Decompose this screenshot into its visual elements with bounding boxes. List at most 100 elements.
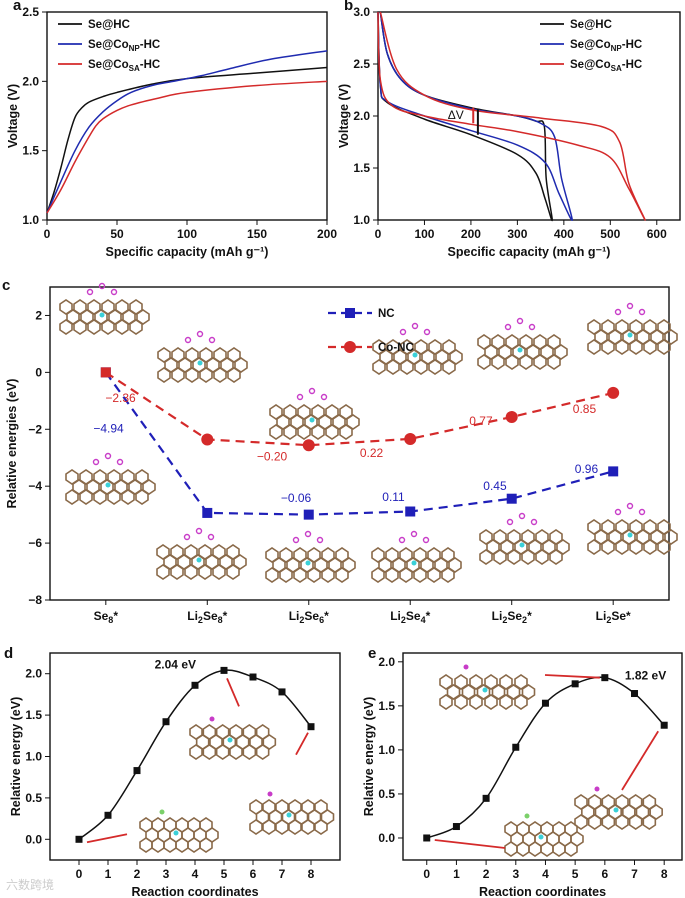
label-text: Se [94, 609, 109, 623]
carbon-ring [516, 841, 530, 857]
selenium-atom [267, 791, 273, 797]
carbon-ring [385, 567, 399, 583]
carbon-ring [283, 424, 297, 440]
carbon-ring [549, 549, 563, 565]
y-tick-label: −6 [28, 536, 42, 550]
data-marker [201, 433, 214, 446]
selenium-atom [159, 809, 165, 815]
carbon-ring [535, 549, 549, 565]
molecule-structure-image [59, 282, 150, 335]
carbon-ring [101, 319, 115, 335]
molecule-structure-image [574, 786, 663, 830]
data-marker [202, 507, 213, 518]
step-energy-label: 0.11 [382, 490, 405, 504]
carbon-ring [265, 567, 279, 583]
selenium-atom [528, 323, 536, 331]
subscript: 2 [522, 615, 527, 625]
carbon-ring [505, 354, 519, 370]
carbon-ring [642, 814, 657, 830]
carbon-ring [657, 539, 671, 555]
carbon-ring [121, 489, 135, 505]
legend-label: Se@CoSA-HC [88, 59, 160, 73]
y-tick-label: 1.0 [353, 213, 370, 227]
selenium-atom [209, 716, 215, 722]
label-text: Li [492, 609, 503, 623]
x-tick-label: 4 [542, 867, 549, 881]
carbon-ring [157, 367, 171, 383]
x-tick-label: 600 [647, 227, 667, 241]
carbon-ring [519, 354, 533, 370]
legend-text: -HC [622, 59, 642, 71]
label-text: Li [390, 609, 401, 623]
panel-label: d [4, 645, 13, 662]
data-marker [249, 673, 257, 681]
x-tick-label: 1 [105, 867, 112, 881]
carbon-ring [187, 837, 201, 853]
y-tick-label: 2 [35, 308, 42, 322]
carbon-ring [564, 841, 578, 857]
carbon-ring [325, 424, 339, 440]
x-axis-label: Specific capacity (mAh g⁻¹) [448, 245, 611, 259]
subscript: 2 [198, 615, 203, 625]
panel-label: e [368, 645, 376, 662]
legend-label: NC [378, 308, 395, 320]
data-marker [100, 367, 111, 378]
step-energy-label: 0.22 [360, 446, 384, 460]
cobalt-atom [627, 532, 633, 538]
data-marker [631, 690, 639, 698]
selenium-atom [422, 536, 430, 544]
y-tick-label: 0.5 [378, 787, 395, 801]
legend-text: -HC [622, 39, 642, 51]
y-tick-label: −4 [28, 479, 42, 493]
x-category-label: Li2Se2* [492, 609, 532, 625]
cobalt-atom [286, 812, 292, 818]
carbon-ring [129, 319, 143, 335]
carbon-ring [229, 744, 243, 760]
carbon-ring [615, 814, 629, 830]
pointer-arrow [621, 730, 659, 791]
molecule-structure-image [265, 530, 356, 583]
series-line [104, 371, 614, 516]
legend-text: Se@Co [570, 59, 611, 71]
y-tick-label: 1.5 [25, 708, 42, 722]
carbon-ring [175, 837, 189, 853]
label-text: Se [203, 609, 218, 623]
selenium-atom [110, 288, 118, 296]
carbon-ring [307, 567, 321, 583]
y-tick-label: 1.0 [25, 750, 42, 764]
x-tick-label: 200 [317, 227, 337, 241]
carbon-ring [439, 694, 453, 710]
selenium-atom [183, 533, 191, 541]
step-energy-label: 0.96 [575, 462, 599, 476]
carbon-ring [79, 489, 93, 505]
x-axis-label: Reaction coordinates [479, 885, 606, 898]
y-tick-label: 1.5 [353, 161, 370, 175]
carbon-ring [59, 319, 73, 335]
selenium-atom [423, 328, 431, 336]
y-tick-label: 2.5 [22, 5, 39, 19]
carbon-ring [628, 814, 643, 830]
molecule-structure-image [156, 527, 247, 580]
data-marker [404, 432, 417, 445]
series-line [78, 669, 312, 840]
carbon-ring [493, 549, 507, 565]
plot-frame [402, 652, 683, 861]
molecule-structure-image [189, 716, 277, 760]
carbon-ring [499, 674, 513, 690]
carbon-ring [601, 539, 615, 555]
carbon-ring [484, 694, 498, 710]
subscript: 8 [108, 615, 113, 625]
carbon-ring [371, 567, 385, 583]
carbon-ring [504, 841, 518, 857]
carbon-ring [499, 694, 513, 710]
carbon-ring [386, 359, 400, 375]
cobalt-atom [517, 347, 523, 353]
x-category-label: Se8* [94, 609, 119, 625]
data-marker [303, 509, 314, 520]
x-tick-label: 7 [631, 867, 638, 881]
y-tick-label: 0.0 [378, 831, 395, 845]
legend-text: Se@Co [570, 39, 611, 51]
carbon-ring [521, 549, 535, 565]
data-marker [307, 723, 315, 731]
data-marker [541, 699, 549, 707]
